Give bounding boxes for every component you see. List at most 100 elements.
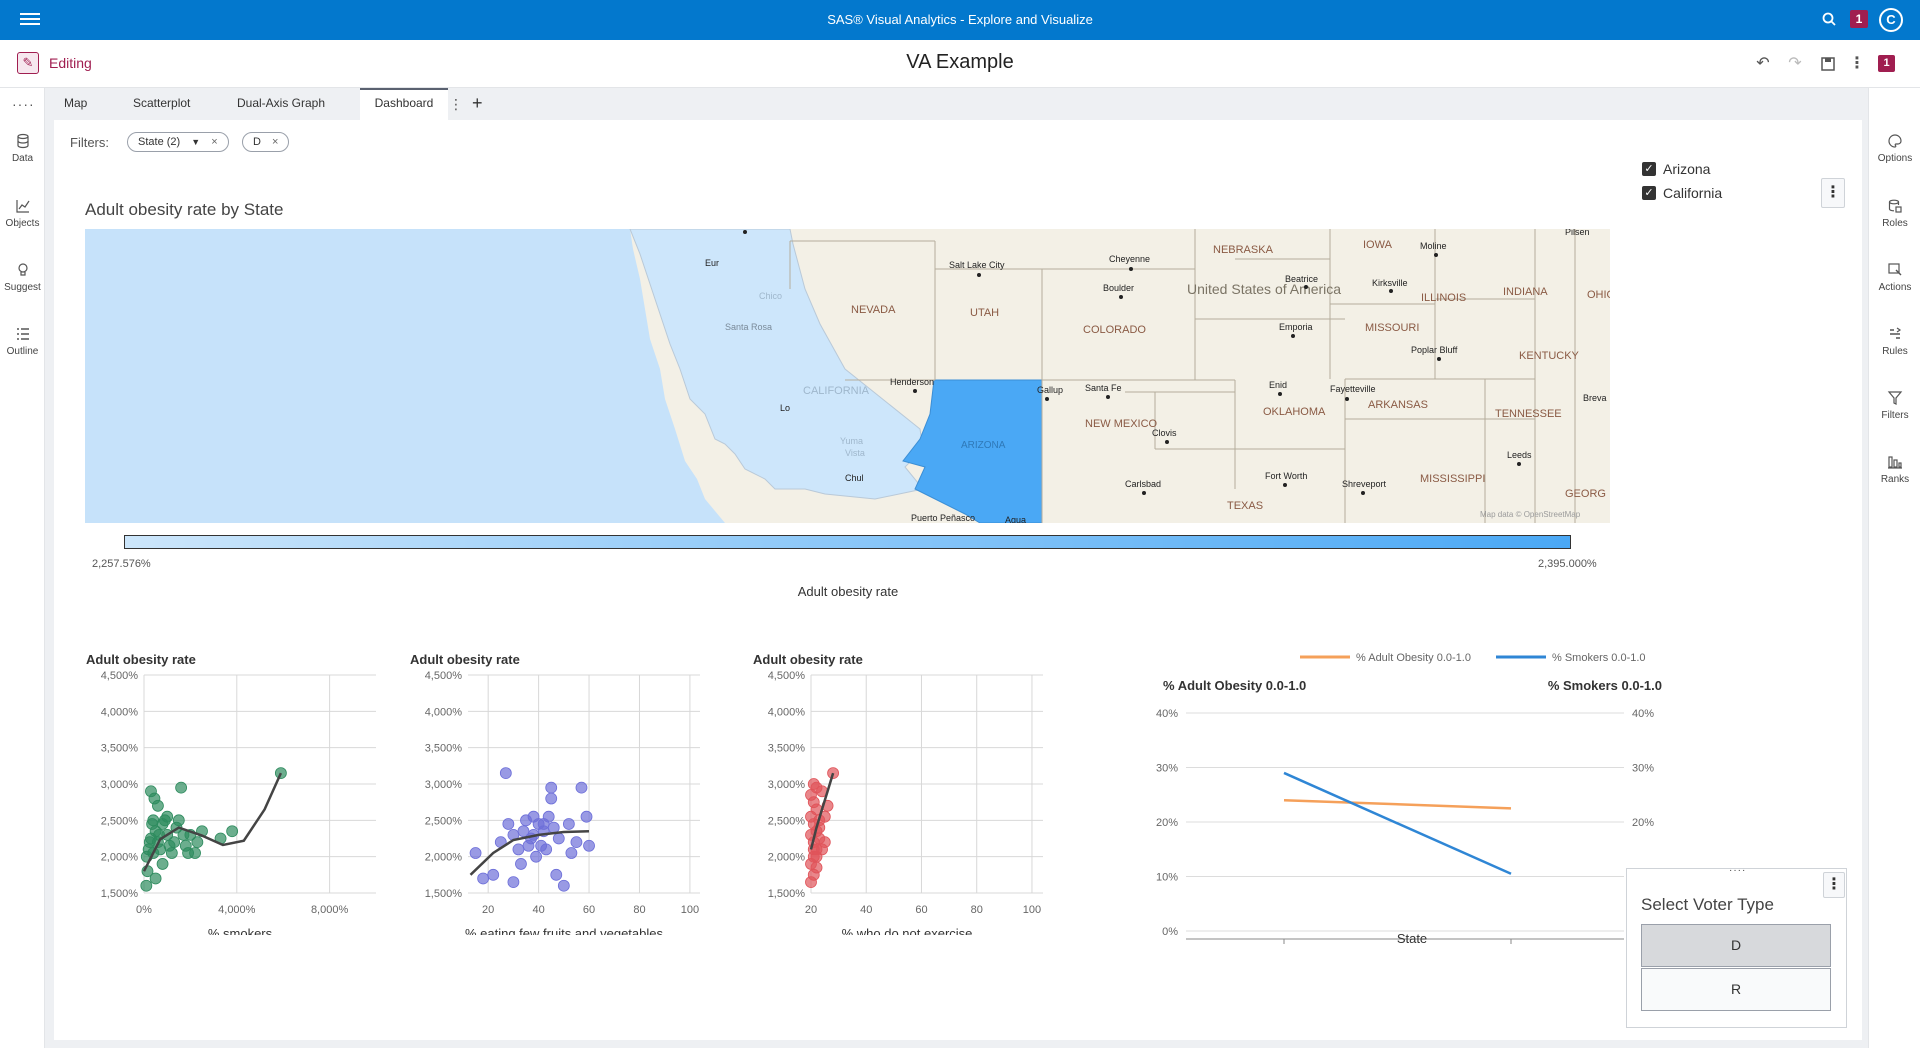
data-point <box>807 778 820 790</box>
y2-tick-label: 20% <box>1632 817 1654 829</box>
rail-item-outline[interactable]: Outline <box>0 326 45 357</box>
tab-more-options-icon[interactable]: ⋮ <box>449 96 463 112</box>
chevron-down-icon[interactable]: ▼ <box>191 137 201 147</box>
scatter-chart-exercise[interactable]: Adult obesity rate 1,500% 2,000% 2,500% 3,00… <box>743 645 1083 935</box>
map-label: NEW MEXICO <box>1085 418 1158 430</box>
y2-axis-label: % Smokers 0.0-1.0 <box>1548 678 1662 693</box>
y-tick-label: 40% <box>1156 708 1178 720</box>
rail-item-label: Ranks <box>1880 474 1910 485</box>
notification-badge[interactable]: 1 <box>1850 10 1868 28</box>
voter-option-r[interactable]: R <box>1641 968 1831 1011</box>
close-icon[interactable]: × <box>211 136 218 148</box>
rail-item-filters[interactable]: Filters <box>1869 390 1920 421</box>
rail-more-icon[interactable]: ···· <box>12 96 35 112</box>
data-point <box>537 818 550 830</box>
avatar[interactable]: C <box>1879 8 1903 32</box>
tab-dashboard[interactable]: Dashboard <box>360 88 448 120</box>
checkbox-label: California <box>1663 185 1723 201</box>
undo-icon[interactable]: ↶ <box>1756 55 1770 72</box>
hamburger-menu-icon[interactable] <box>20 10 40 30</box>
data-point <box>175 781 188 794</box>
map-label: Puerto Peñasco <box>911 513 975 523</box>
series-line <box>1283 798 1512 810</box>
x-tick-label: 40 <box>532 904 544 916</box>
map-label: Leeds <box>1507 450 1532 460</box>
redo-icon[interactable]: ↷ <box>1788 55 1802 72</box>
scatter-chart-smokers[interactable]: Adult obesity rate 1,500% 2,000% 2,500% 3,00… <box>76 645 416 935</box>
rail-item-label: Data <box>11 153 34 164</box>
voter-option-d[interactable]: D <box>1641 924 1831 967</box>
voter-type-title: Select Voter Type <box>1641 895 1774 914</box>
more-options-icon[interactable]: ⋮ <box>1849 55 1865 72</box>
map-title: Adult obesity rate by State <box>85 200 284 219</box>
rail-item-data[interactable]: Data <box>0 133 45 164</box>
map-label: NEBRASKA <box>1213 244 1274 256</box>
filter-pill-voter[interactable]: D × <box>242 132 290 152</box>
ranks-icon <box>1888 456 1902 469</box>
y-tick-label: 2,500% <box>425 815 463 827</box>
map-label: Vista <box>845 448 865 458</box>
filter-icon <box>1887 391 1903 405</box>
y-axis-label: % Adult Obesity 0.0-1.0 <box>1163 678 1306 693</box>
add-page-button[interactable]: + <box>472 93 483 113</box>
data-point <box>570 836 583 849</box>
check-icon[interactable]: ✓ <box>1642 186 1656 200</box>
y-tick-label: 3,000% <box>425 779 463 791</box>
rail-item-ranks[interactable]: Ranks <box>1869 454 1920 485</box>
map-label: Emporia <box>1279 322 1313 332</box>
rail-item-suggest[interactable]: Suggest <box>0 262 45 293</box>
scatter-chart-fruits[interactable]: Adult obesity rate 1,500% 2,000% 2,500% 3,00… <box>400 645 740 935</box>
chart-line-icon <box>15 200 29 213</box>
map-label: Beatrice <box>1285 274 1318 284</box>
geo-map[interactable]: NEVADA UTAH COLORADO NEBRASKA IOWA ILLIN… <box>85 229 1610 523</box>
more-options-icon[interactable]: ⋮ <box>1823 872 1845 898</box>
tab-map[interactable]: Map <box>64 96 88 110</box>
chart-title: Adult obesity rate <box>753 652 863 667</box>
lightbulb-icon <box>17 263 28 276</box>
list-icon <box>16 328 29 340</box>
notification-badge-secondary[interactable]: 1 <box>1878 55 1895 72</box>
app-title: SAS® Visual Analytics - Explore and Visu… <box>827 12 1093 27</box>
rail-item-label: Options <box>1877 153 1913 164</box>
map-label: Gallup <box>1037 385 1063 395</box>
save-icon[interactable] <box>1818 54 1838 74</box>
y-tick-label: 10% <box>1156 872 1178 884</box>
rail-item-objects[interactable]: Objects <box>0 198 45 229</box>
california-region[interactable] <box>629 229 924 500</box>
rail-item-actions[interactable]: Actions <box>1869 262 1920 293</box>
checkbox-arizona[interactable]: ✓ Arizona <box>1642 160 1722 184</box>
city-dots <box>743 230 1521 495</box>
map-label: Clovis <box>1152 428 1177 438</box>
map-label: IOWA <box>1363 239 1393 251</box>
data-point <box>168 836 181 849</box>
dual-axis-line-chart[interactable]: % Adult Obesity 0.0-1.0 % Smokers 0.0-1.0… <box>1094 630 1674 950</box>
report-title: VA Example <box>906 51 1014 73</box>
data-point <box>545 792 558 805</box>
tab-scatterplot[interactable]: Scatterplot <box>133 96 191 110</box>
rail-item-label: Objects <box>5 218 40 229</box>
x-tick-label: 80 <box>971 904 983 916</box>
filters-label: Filters: <box>70 135 109 150</box>
y-tick-label: 3,500% <box>768 743 806 755</box>
y-tick-label: 4,000% <box>768 706 806 718</box>
y-tick-label: 20% <box>1156 817 1178 829</box>
legend-item: % Adult Obesity 0.0-1.0 <box>1356 652 1471 664</box>
rail-item-roles[interactable]: Roles <box>1869 198 1920 229</box>
close-icon[interactable]: × <box>272 136 279 148</box>
more-options-icon[interactable]: ⋮ <box>1821 178 1845 208</box>
search-icon[interactable] <box>1820 10 1840 30</box>
drag-handle-icon[interactable]: ···· <box>1729 865 1747 876</box>
data-point <box>575 781 588 794</box>
color-gradient-legend <box>124 535 1571 549</box>
checkbox-california[interactable]: ✓ California <box>1642 184 1722 208</box>
rail-item-options[interactable]: Options <box>1869 133 1920 164</box>
filter-pill-state[interactable]: State (2) ▼ × <box>127 132 229 152</box>
check-icon[interactable]: ✓ <box>1642 162 1656 176</box>
pencil-icon[interactable]: ✎ <box>17 52 39 74</box>
map-label: Yuma <box>840 436 863 446</box>
data-point <box>140 879 153 892</box>
tab-dual-axis-graph[interactable]: Dual-Axis Graph <box>237 96 326 110</box>
rail-item-rules[interactable]: Rules <box>1869 326 1920 357</box>
page-tabs: Map Scatterplot Dual-Axis Graph Dashboar… <box>46 88 1868 120</box>
editing-mode-label[interactable]: Editing <box>49 55 92 71</box>
